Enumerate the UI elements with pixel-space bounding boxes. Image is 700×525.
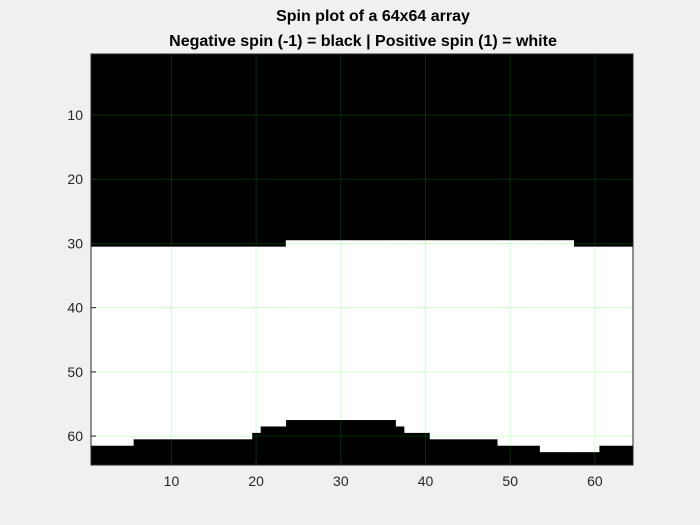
spin-positive-region-6	[404, 240, 431, 433]
spin-positive-region-5	[395, 240, 405, 427]
y-tick-label-50: 50	[67, 364, 83, 380]
grid-lines	[91, 54, 633, 465]
x-tick-label-20: 20	[248, 473, 264, 489]
spin-positive-region-0	[91, 246, 134, 446]
spin-positive-region-9	[539, 240, 575, 453]
spin-positive-region-7	[429, 240, 498, 440]
axes-box	[90, 53, 634, 466]
y-axis: 10 20 30 40 50 60	[67, 107, 96, 444]
x-tick-label-60: 60	[587, 473, 603, 489]
y-tick-label-20: 20	[67, 171, 83, 187]
spin-positive-region-2	[251, 246, 261, 433]
y-tick-label-40: 40	[67, 300, 83, 316]
spin-positive-region-10	[573, 246, 600, 453]
spin-positive-region-4	[285, 240, 397, 421]
x-tick-label-40: 40	[418, 473, 434, 489]
spin-positive-region-1	[133, 246, 253, 440]
x-axis: 10 20 30 40 50 60	[164, 460, 603, 489]
spin-cells	[91, 240, 634, 453]
plot-area: 10 20 30 40 50 60 10 20 30 40 50 60	[67, 53, 634, 489]
x-tick-label-30: 30	[333, 473, 349, 489]
spin-positive-region-11	[599, 246, 634, 446]
y-tick-label-30: 30	[67, 235, 83, 251]
spin-positive-region-8	[497, 240, 541, 446]
y-tick-label-10: 10	[67, 107, 83, 123]
spin-positive-region-3	[260, 246, 287, 427]
x-tick-label-50: 50	[502, 473, 518, 489]
y-tick-label-60: 60	[67, 428, 83, 444]
x-tick-label-10: 10	[164, 473, 180, 489]
chart-subtitle: Negative spin (-1) = black | Positive sp…	[169, 33, 557, 50]
chart-title: Spin plot of a 64x64 array	[276, 8, 470, 25]
